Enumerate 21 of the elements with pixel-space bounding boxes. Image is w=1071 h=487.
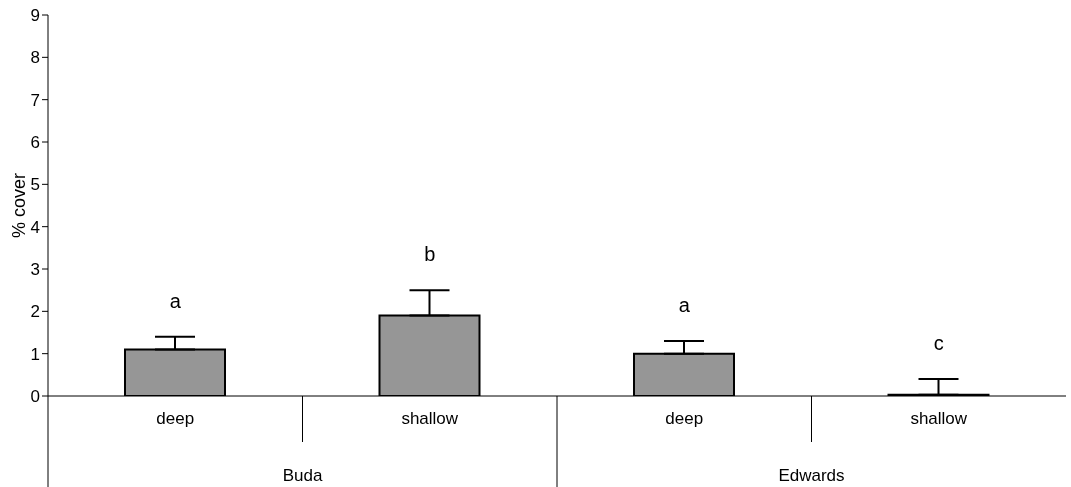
y-tick-label: 7	[30, 90, 40, 110]
y-axis-title: % cover	[8, 172, 29, 239]
y-tick-label: 3	[30, 260, 40, 280]
y-tick-label: 8	[30, 48, 40, 68]
y-tick-label: 0	[30, 387, 40, 407]
x-tick-label: shallow	[401, 409, 459, 428]
y-tick-label: 2	[30, 302, 40, 322]
annotation: a	[169, 290, 182, 313]
x-tick-label: deep	[665, 409, 704, 428]
annotation: b	[424, 243, 436, 266]
y-tick-label: 4	[30, 217, 40, 237]
x-tick-label: shallow	[910, 409, 968, 428]
text: Buda	[282, 466, 323, 485]
annotation: a	[678, 294, 691, 317]
y-tick-label: 6	[30, 133, 40, 153]
y-tick-label: 1	[30, 344, 40, 364]
y-tick-label: 9	[30, 6, 40, 26]
text: Edwards	[778, 466, 845, 485]
x-tick-label: deep	[156, 409, 195, 428]
annotation: c	[933, 332, 944, 355]
y-tick-label: 5	[30, 175, 40, 195]
